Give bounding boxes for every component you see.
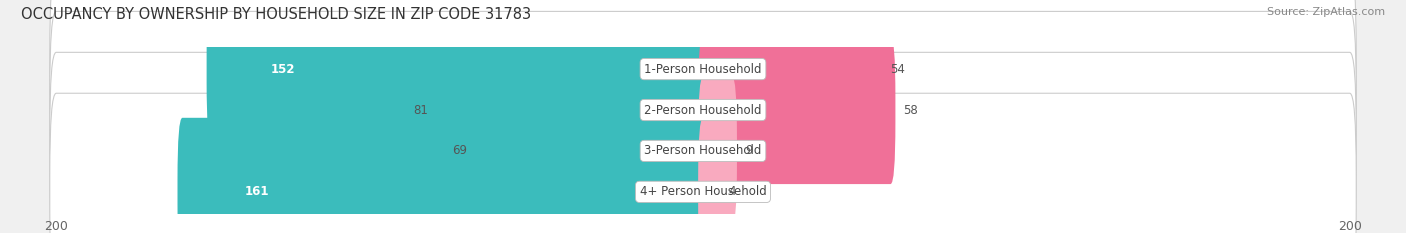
- FancyBboxPatch shape: [436, 36, 707, 184]
- Text: 58: 58: [904, 103, 918, 116]
- FancyBboxPatch shape: [177, 118, 707, 233]
- FancyBboxPatch shape: [699, 77, 737, 225]
- FancyBboxPatch shape: [699, 0, 883, 143]
- Text: 9: 9: [745, 144, 752, 158]
- Text: 1-Person Household: 1-Person Household: [644, 63, 762, 75]
- Text: 69: 69: [451, 144, 467, 158]
- FancyBboxPatch shape: [699, 118, 721, 233]
- FancyBboxPatch shape: [475, 77, 707, 225]
- Text: 152: 152: [270, 63, 295, 75]
- Text: 4: 4: [728, 185, 737, 198]
- Text: 54: 54: [890, 63, 905, 75]
- Text: Source: ZipAtlas.com: Source: ZipAtlas.com: [1267, 7, 1385, 17]
- FancyBboxPatch shape: [49, 11, 1357, 209]
- Text: 3-Person Household: 3-Person Household: [644, 144, 762, 158]
- Text: 4+ Person Household: 4+ Person Household: [640, 185, 766, 198]
- FancyBboxPatch shape: [699, 36, 896, 184]
- FancyBboxPatch shape: [49, 52, 1357, 233]
- Text: 81: 81: [413, 103, 429, 116]
- FancyBboxPatch shape: [49, 93, 1357, 233]
- Text: 161: 161: [245, 185, 270, 198]
- Text: OCCUPANCY BY OWNERSHIP BY HOUSEHOLD SIZE IN ZIP CODE 31783: OCCUPANCY BY OWNERSHIP BY HOUSEHOLD SIZE…: [21, 7, 531, 22]
- Text: 2-Person Household: 2-Person Household: [644, 103, 762, 116]
- FancyBboxPatch shape: [49, 0, 1357, 168]
- FancyBboxPatch shape: [207, 0, 707, 143]
